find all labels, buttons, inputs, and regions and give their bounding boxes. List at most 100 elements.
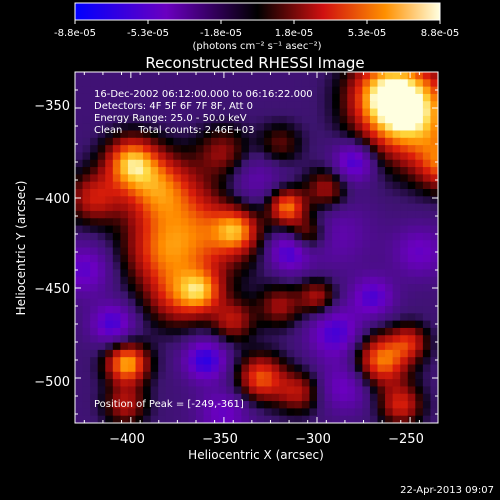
heatmap-cell: [90, 262, 99, 271]
heatmap-cell: [105, 115, 114, 124]
heatmap-cell: [180, 108, 190, 117]
colorbar-tick-label: -1.8e-05: [200, 28, 242, 39]
heatmap-cell: [415, 357, 424, 366]
heatmap-cell: [158, 72, 167, 80]
heatmap-cell: [233, 306, 242, 314]
heatmap-cell: [392, 269, 401, 278]
heatmap-cell: [430, 408, 438, 417]
heatmap-cell: [165, 203, 174, 212]
heatmap-cell: [188, 313, 197, 322]
heatmap-cell: [75, 108, 84, 117]
heatmap-cell: [271, 298, 280, 307]
heatmap-cell: [241, 240, 250, 249]
heatmap-cell: [294, 364, 303, 373]
heatmap-cell: [407, 218, 416, 227]
heatmap-cell: [196, 306, 205, 314]
heatmap-cell: [173, 108, 182, 117]
heatmap-cell: [400, 298, 409, 307]
heatmap-cell: [120, 218, 129, 227]
heatmap-cell: [112, 203, 121, 212]
heatmap-cell: [127, 174, 137, 183]
heatmap-cell: [218, 393, 227, 402]
heatmap-cell: [196, 86, 205, 95]
heatmap-cell: [400, 101, 409, 110]
heatmap-cell: [279, 203, 288, 212]
heatmap-cell: [97, 364, 106, 373]
heatmap-cell: [173, 86, 182, 95]
heatmap-cell: [332, 313, 341, 322]
heatmap-cell: [173, 240, 182, 249]
heatmap-cell: [188, 284, 197, 292]
heatmap-cell: [294, 415, 303, 423]
heatmap-cell: [286, 123, 295, 132]
heatmap-cell: [422, 313, 432, 322]
heatmap-cell: [309, 145, 318, 154]
heatmap-cell: [317, 240, 326, 249]
heatmap-cell: [347, 247, 356, 256]
heatmap-cell: [218, 152, 227, 161]
heatmap-cell: [82, 254, 91, 263]
heatmap-cell: [362, 218, 371, 227]
heatmap-cell: [324, 225, 333, 234]
heatmap-cell: [286, 342, 295, 351]
heatmap-cell: [294, 189, 303, 197]
heatmap-cell: [112, 393, 121, 402]
heatmap-cell: [127, 232, 137, 241]
heatmap-cell: [369, 159, 379, 168]
heatmap-cell: [301, 262, 311, 271]
heatmap-cell: [233, 342, 242, 351]
heatmap-cell: [188, 364, 197, 373]
heatmap-cell: [211, 79, 220, 88]
heatmap-cell: [385, 79, 394, 88]
heatmap-cell: [301, 225, 311, 234]
heatmap-cell: [127, 218, 137, 227]
heatmap-cell: [422, 269, 432, 278]
heatmap-cell: [377, 262, 386, 271]
heatmap-cell: [415, 232, 424, 241]
heatmap-cell: [97, 247, 106, 256]
heatmap-cell: [173, 137, 182, 146]
heatmap-cell: [430, 349, 438, 358]
heatmap-cell: [233, 152, 242, 161]
heatmap-cell: [377, 145, 386, 154]
heatmap-cell: [264, 240, 273, 249]
heatmap-cell: [127, 115, 137, 124]
heatmap-cell: [188, 108, 197, 117]
heatmap-cell: [203, 342, 212, 351]
heatmap-cell: [317, 123, 326, 132]
heatmap-cell: [233, 167, 242, 175]
heatmap-cell: [317, 284, 326, 292]
heatmap-cell: [158, 137, 167, 146]
heatmap-cell: [317, 313, 326, 322]
heatmap-cell: [430, 313, 438, 322]
heatmap-cell: [105, 262, 114, 271]
heatmap-cell: [385, 415, 394, 423]
heatmap-cell: [233, 210, 242, 219]
heatmap-cell: [211, 349, 220, 358]
heatmap-cell: [196, 320, 205, 329]
heatmap-cell: [286, 181, 295, 190]
heatmap-cell: [271, 313, 280, 322]
heatmap-cell: [317, 181, 326, 190]
heatmap-cell: [241, 335, 250, 344]
heatmap-cell: [430, 159, 438, 168]
heatmap-cell: [415, 174, 424, 183]
heatmap-cell: [415, 415, 424, 423]
heatmap-cell: [173, 232, 182, 241]
heatmap-cell: [97, 86, 106, 95]
heatmap-cell: [196, 240, 205, 249]
heatmap-cell: [377, 203, 386, 212]
heatmap-cell: [294, 115, 303, 124]
heatmap-cell: [309, 130, 318, 139]
heatmap-cell: [354, 379, 363, 388]
heatmap-cell: [196, 364, 205, 373]
heatmap-cell: [143, 174, 152, 183]
heatmap-cell: [127, 152, 137, 161]
heatmap-cell: [256, 225, 265, 234]
heatmap-cell: [82, 93, 91, 102]
heatmap-cell: [105, 240, 114, 249]
heatmap-cell: [279, 415, 288, 423]
heatmap-cell: [165, 101, 174, 110]
heatmap-cell: [339, 240, 348, 249]
heatmap-cell: [317, 189, 326, 197]
